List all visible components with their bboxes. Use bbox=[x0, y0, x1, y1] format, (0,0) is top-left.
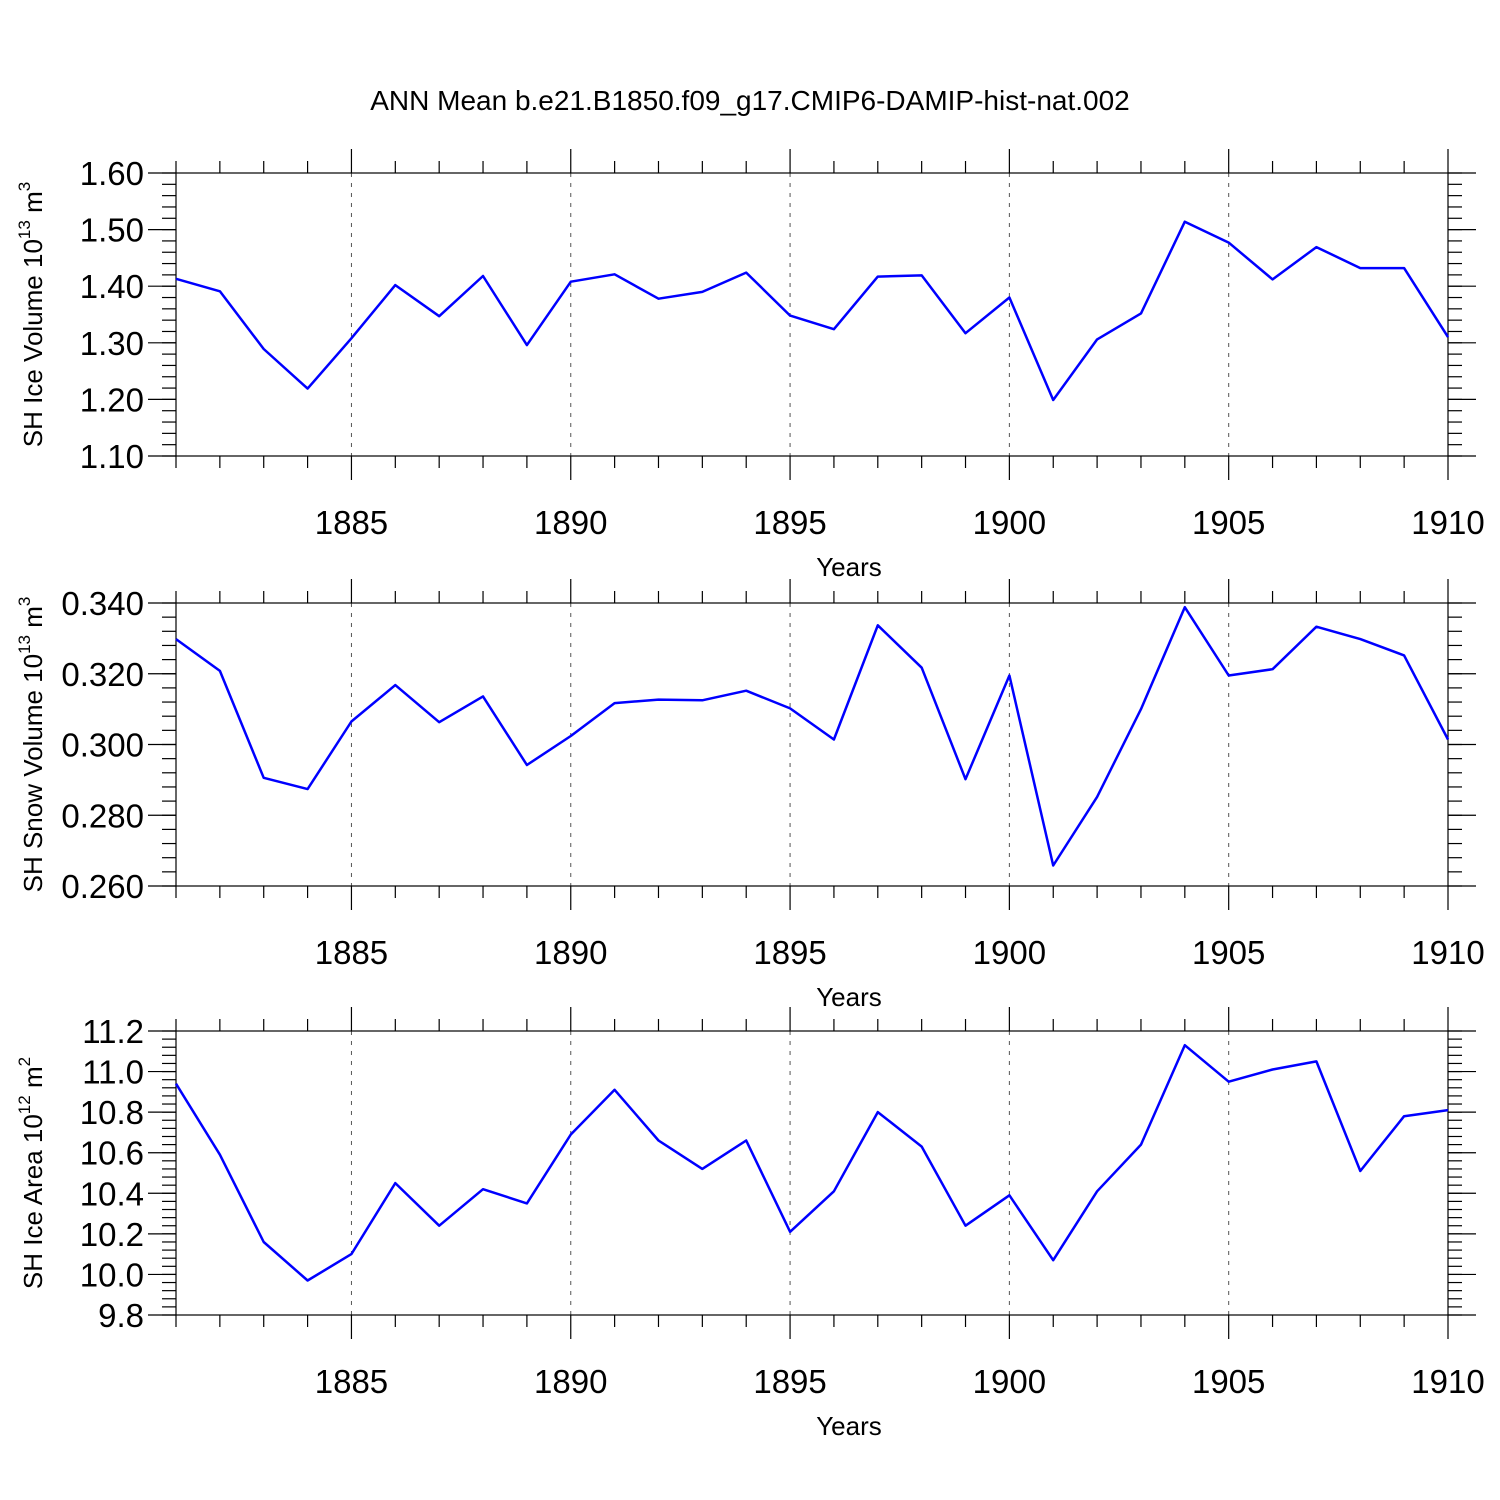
panel-1: 1.10 1.20 1.30 1.40 1.50 1.60 1885 1890 1895 1900… bbox=[15, 149, 1485, 582]
y-tick-label: 10.0 bbox=[80, 1256, 144, 1293]
x-tick-label: 1905 bbox=[1192, 934, 1265, 971]
x-tick-label: 1885 bbox=[315, 504, 388, 541]
series-line bbox=[174, 1043, 1449, 1282]
y-tick-label: 0.300 bbox=[61, 727, 144, 764]
x-tick-label: 1900 bbox=[973, 504, 1046, 541]
x-tick-label: 1900 bbox=[973, 934, 1046, 971]
y-tick-label: 10.6 bbox=[80, 1135, 144, 1172]
plot-frame bbox=[175, 172, 1449, 457]
x-axis-label: Years bbox=[816, 1411, 882, 1441]
x-tick-label: 1885 bbox=[315, 934, 388, 971]
y-tick-label: 1.30 bbox=[80, 325, 144, 362]
y-tick-label: 10.8 bbox=[80, 1094, 144, 1131]
x-axis-label: Years bbox=[816, 552, 882, 582]
y-tick-label: 1.40 bbox=[80, 268, 144, 305]
y-tick-label: 1.10 bbox=[80, 438, 144, 475]
x-tick-label: 1900 bbox=[973, 1363, 1046, 1400]
x-tick-label: 1905 bbox=[1192, 1363, 1265, 1400]
y-tick-label: 0.340 bbox=[61, 585, 144, 622]
y-axis-label: SH Snow Volume 1013 m3 bbox=[15, 597, 48, 893]
y-tick-label: 10.4 bbox=[80, 1175, 144, 1212]
figure-title: ANN Mean b.e21.B1850.f09_g17.CMIP6-DAMIP… bbox=[370, 85, 1130, 116]
y-tick-label: 9.8 bbox=[98, 1297, 144, 1334]
y-axis-label: SH Ice Volume 1013 m3 bbox=[15, 182, 48, 447]
y-tick-label: 11.0 bbox=[82, 1054, 144, 1091]
y-axis-label: SH Ice Area 1012 m2 bbox=[15, 1057, 48, 1289]
x-tick-label: 1910 bbox=[1411, 1363, 1484, 1400]
x-tick-label: 1905 bbox=[1192, 504, 1265, 541]
x-tick-label: 1910 bbox=[1411, 934, 1484, 971]
y-tick-label: 10.2 bbox=[80, 1216, 144, 1253]
x-tick-label: 1885 bbox=[315, 1363, 388, 1400]
plot-frame bbox=[175, 1030, 1449, 1316]
x-tick-label: 1895 bbox=[753, 934, 826, 971]
y-tick-label: 0.260 bbox=[61, 868, 144, 905]
x-tick-label: 1895 bbox=[753, 504, 826, 541]
x-tick-label: 1890 bbox=[534, 504, 607, 541]
plot-frame bbox=[175, 602, 1449, 887]
y-tick-label: 0.280 bbox=[61, 797, 144, 834]
x-tick-label: 1910 bbox=[1411, 504, 1484, 541]
x-tick-label: 1890 bbox=[534, 934, 607, 971]
series-line bbox=[175, 220, 1450, 402]
series-line bbox=[175, 605, 1450, 867]
y-tick-label: 1.60 bbox=[80, 155, 144, 192]
x-tick-label: 1890 bbox=[534, 1363, 607, 1400]
y-tick-label: 11.2 bbox=[82, 1013, 144, 1050]
y-tick-label: 1.50 bbox=[80, 212, 144, 249]
y-tick-label: 0.320 bbox=[61, 656, 144, 693]
x-axis-label: Years bbox=[816, 982, 882, 1012]
x-tick-label: 1895 bbox=[753, 1363, 826, 1400]
y-tick-label: 1.20 bbox=[80, 381, 144, 418]
panel-2: 0.260 0.280 0.300 0.320 0.340 1885 1890 1895 190… bbox=[15, 579, 1485, 1012]
panel-3: 9.8 10.010.2 10.410.6 10.811.0 11.2 1885 1890 1… bbox=[15, 1007, 1485, 1441]
